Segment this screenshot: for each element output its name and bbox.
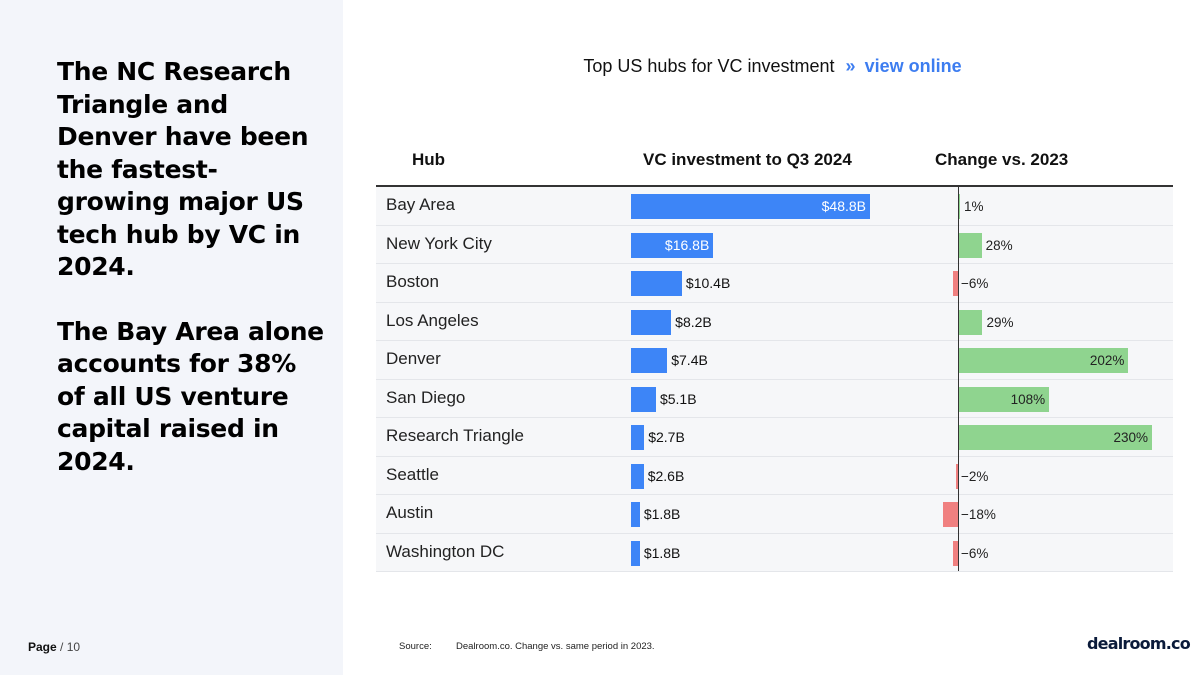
change-label: 230% — [1113, 430, 1148, 445]
investment-label: $1.8B — [643, 506, 681, 522]
change-label: −18% — [961, 507, 996, 522]
chart-title-text: Top US hubs for VC investment — [583, 56, 835, 76]
change-zero-line — [958, 187, 959, 571]
change-bar — [952, 540, 958, 566]
source-label: Source: — [399, 641, 432, 652]
investment-label: $5.1B — [659, 390, 697, 407]
investment-label: $10.4B — [685, 275, 731, 291]
source-text: Dealroom.co. Change vs. same period in 2… — [456, 641, 655, 652]
table-row: Research Triangle $2.7B 230% — [376, 418, 1173, 457]
change-label: −6% — [961, 545, 989, 561]
change-label: −6% — [961, 276, 989, 291]
investment-bar — [631, 502, 640, 527]
investment-bar — [631, 463, 644, 489]
table-row: Bay Area $48.8B 1% — [376, 187, 1173, 226]
change-bar — [958, 309, 983, 335]
hub-name: Washington DC — [386, 541, 505, 561]
change-bar — [958, 232, 982, 258]
investment-bar — [631, 232, 714, 258]
column-header-change: Change vs. 2023 — [935, 150, 1069, 169]
change-label: 108% — [1010, 391, 1046, 407]
change-bar — [952, 271, 958, 296]
hub-name: New York City — [386, 233, 492, 253]
hub-name: Seattle — [386, 464, 439, 484]
investment-label: $16.8B — [664, 236, 710, 253]
change-label: 29% — [986, 314, 1014, 330]
change-bar — [956, 463, 958, 489]
investment-bar — [631, 271, 682, 296]
change-bar — [958, 386, 1050, 412]
headline-paragraph-2: The Bay Area alone accounts for 38% of a… — [57, 316, 324, 476]
table-row: New York City $16.8B 28% — [376, 225, 1173, 264]
table-row: Denver $7.4B 202% — [376, 341, 1173, 380]
change-label: 28% — [985, 237, 1013, 253]
hub-name: Bay Area — [386, 195, 455, 214]
investment-label: $8.2B — [675, 313, 712, 330]
investment-bar — [631, 309, 672, 335]
hub-name: Boston — [386, 272, 439, 291]
table-row: Boston $10.4B −6% — [376, 264, 1173, 303]
investment-bar — [631, 425, 645, 450]
source-note: Source: Dealroom.co. Change vs. same peri… — [399, 641, 655, 652]
hub-name: San Diego — [386, 387, 466, 407]
hub-name: Denver — [386, 349, 441, 368]
investment-label: $1.8B — [643, 544, 681, 561]
investment-bar — [631, 348, 668, 373]
column-header-hub: Hub — [412, 150, 446, 169]
investment-bar — [631, 194, 870, 219]
hub-name: Austin — [386, 503, 434, 522]
table-row: Washington DC $1.8B −6% — [376, 533, 1173, 572]
page-number: Page / 10 — [28, 640, 80, 654]
page-suffix: / 10 — [60, 640, 81, 654]
view-online-link[interactable]: view online — [864, 56, 962, 76]
column-header-investment: VC investment to Q3 2024 — [643, 150, 852, 169]
investment-bar — [631, 540, 640, 566]
table-row: San Diego $5.1B 108% — [376, 379, 1173, 418]
headline: The NC Research Triangle and Denver have… — [57, 56, 327, 478]
page-word: Page — [28, 640, 57, 654]
table-row: Los Angeles $8.2B 29% — [376, 302, 1173, 341]
change-label: 202% — [1089, 353, 1125, 368]
investment-label: $48.8B — [821, 198, 866, 214]
change-label: −2% — [961, 468, 989, 484]
change-bar — [958, 425, 1152, 450]
investment-label: $2.7B — [648, 429, 685, 445]
headline-paragraph-1: The NC Research Triangle and Denver have… — [57, 57, 309, 281]
hub-name: Los Angeles — [386, 310, 479, 330]
investment-bar — [631, 386, 656, 412]
dealroom-logo: dealroom.co — [1087, 634, 1191, 653]
table-row: Seattle $2.6B −2% — [376, 456, 1173, 495]
table-row: Austin $1.8B −18% — [376, 495, 1173, 534]
change-label: 1% — [964, 199, 984, 214]
investment-label: $7.4B — [671, 352, 708, 368]
left-panel — [0, 0, 343, 675]
hub-name: Research Triangle — [386, 426, 524, 445]
link-arrow-icon[interactable]: » — [845, 56, 856, 76]
header-rule — [376, 185, 1173, 187]
change-bar — [958, 194, 960, 219]
change-bar — [942, 502, 958, 527]
change-bar — [958, 348, 1129, 373]
chart-title: Top US hubs for VC investment » view onl… — [400, 56, 1145, 77]
investment-label: $2.6B — [647, 467, 685, 484]
